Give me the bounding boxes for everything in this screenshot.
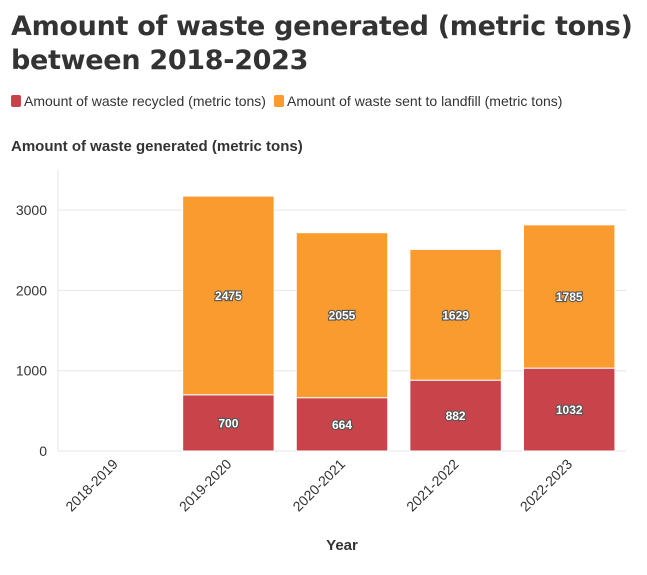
data-label-landfill: 2475 — [215, 289, 242, 303]
legend-swatch-landfill — [273, 95, 284, 107]
legend-swatch-recycled — [11, 95, 21, 107]
y-tick-label: 0 — [39, 443, 47, 459]
bar-landfill-2020-2021[interactable] — [295, 232, 389, 399]
x-tick-label: 2019-2020 — [176, 456, 235, 515]
legend-label-recycled: Amount of waste recycled (metric tons) — [24, 93, 266, 109]
x-axis-title: Year — [326, 537, 358, 554]
bar-recycled-2022-2023[interactable] — [522, 367, 616, 452]
x-tick-label: 2021-2022 — [403, 456, 462, 515]
bar-recycled-2019-2020[interactable] — [182, 394, 275, 452]
bar-recycled-2020-2021[interactable] — [295, 397, 389, 452]
x-tick-label: 2018-2019 — [62, 456, 121, 515]
x-tick-label: 2022-2023 — [517, 456, 576, 515]
y-axis-title: Amount of waste generated (metric tons) — [11, 138, 303, 155]
bar-landfill-2022-2023[interactable] — [522, 224, 616, 369]
data-label-landfill: 1785 — [556, 290, 583, 304]
y-tick-label: 1000 — [16, 363, 47, 379]
data-label-landfill: 2055 — [329, 309, 356, 323]
y-tick-label: 2000 — [16, 282, 47, 298]
data-label-recycled: 700 — [218, 416, 238, 430]
y-ticks: 0 1000 2000 3000 — [16, 202, 47, 459]
y-tick-label: 3000 — [16, 202, 47, 218]
data-label-recycled: 664 — [332, 418, 352, 432]
bars — [182, 195, 616, 452]
bar-landfill-2019-2020[interactable] — [182, 195, 275, 396]
data-labels: 700 2475 664 2055 882 1629 1032 1785 — [214, 288, 584, 433]
legend-item-landfill[interactable]: Amount of waste sent to landfill (metric… — [273, 93, 563, 109]
x-tick-label: 2020-2021 — [289, 456, 348, 515]
legend-label-landfill: Amount of waste sent to landfill (metric… — [286, 93, 563, 109]
x-ticks: 2018-2019 2019-2020 2020-2021 2021-2022 2022… — [62, 456, 575, 515]
data-label-landfill: 1629 — [442, 308, 469, 322]
legend-item-recycled[interactable]: Amount of waste recycled (metric tons) — [11, 93, 266, 109]
data-label-recycled: 882 — [446, 409, 466, 423]
bar-landfill-2021-2022[interactable] — [409, 248, 502, 381]
legend: Amount of waste recycled (metric tons) A… — [11, 93, 570, 109]
data-label-recycled: 1032 — [556, 403, 583, 417]
chart-title: Amount of waste generated (metric tons) … — [11, 11, 633, 76]
